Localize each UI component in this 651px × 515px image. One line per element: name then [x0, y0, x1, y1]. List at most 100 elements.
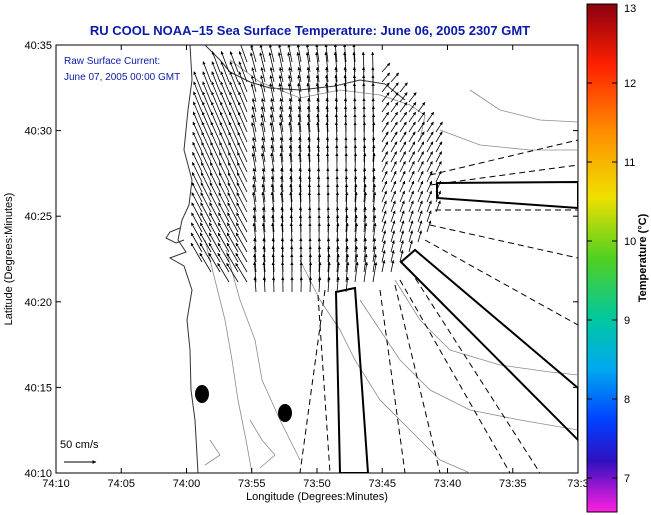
current-vector — [390, 230, 396, 243]
y-tick-label: 40:25 — [24, 211, 52, 223]
current-vector — [270, 136, 275, 153]
current-vector — [381, 121, 389, 133]
current-vector — [408, 141, 416, 153]
current-vector — [277, 52, 284, 73]
current-vector — [208, 242, 221, 263]
current-vector — [236, 162, 248, 183]
current-vector — [390, 141, 398, 153]
current-vector — [399, 200, 405, 213]
current-vector — [426, 210, 432, 223]
current-vector — [226, 262, 239, 283]
current-vector — [325, 97, 329, 113]
current-vector — [381, 259, 386, 273]
current-vector — [201, 121, 212, 143]
colorbar-tick-label: 13 — [624, 3, 636, 15]
current-vector — [297, 97, 302, 113]
current-vector — [390, 102, 399, 113]
current-vector — [199, 252, 212, 273]
current-vector — [219, 151, 230, 173]
y-tick-label: 40:20 — [24, 297, 52, 309]
current-vector — [210, 121, 221, 143]
current-vector — [381, 82, 390, 93]
current-vector — [211, 91, 221, 113]
current-vector — [288, 97, 293, 113]
current-vector — [191, 202, 203, 223]
current-vector — [271, 206, 275, 223]
current-vector — [237, 111, 248, 133]
current-vector — [381, 170, 388, 183]
current-vector — [279, 136, 284, 153]
current-vector — [227, 162, 239, 183]
current-vector — [251, 75, 257, 93]
current-vector — [191, 172, 203, 193]
current-vector — [211, 81, 221, 103]
plot-frame — [55, 44, 579, 474]
current-vector — [209, 202, 221, 223]
current-vector — [426, 141, 434, 153]
current-vector — [220, 91, 230, 113]
current-vector — [209, 172, 221, 193]
current-vector — [210, 141, 221, 163]
x-tick-label: 73:40 — [434, 478, 462, 490]
current-vector — [210, 131, 221, 153]
current-vector — [202, 91, 212, 113]
current-vector — [345, 237, 349, 253]
current-vector — [236, 192, 248, 213]
current-vector — [390, 111, 399, 123]
current-vector — [399, 161, 406, 173]
temperature-colorbar: 13 12 11 10 9 8 7 Temperature (°C) — [586, 3, 649, 513]
current-vector — [251, 98, 257, 113]
current-vector — [200, 212, 212, 233]
current-vector — [325, 66, 329, 83]
current-vector — [253, 237, 257, 253]
current-vector — [219, 111, 230, 133]
current-vector — [280, 206, 284, 223]
current-vector — [217, 242, 230, 263]
current-vector — [435, 121, 443, 133]
x-axis-label: Longitude (Degrees:Minutes) — [246, 491, 388, 503]
current-vector — [229, 61, 239, 83]
current-vector — [426, 190, 432, 203]
current-vector — [268, 52, 275, 73]
current-vector — [250, 83, 257, 103]
current-vector — [261, 167, 266, 183]
current-vector — [211, 51, 221, 73]
current-vector — [363, 206, 367, 223]
current-vector — [408, 190, 414, 203]
current-vector — [343, 66, 347, 83]
scale-label: 50 cm/s — [60, 439, 99, 451]
current-vector — [381, 210, 387, 223]
current-vector — [259, 83, 266, 103]
x-tick-label: 74:10 — [42, 478, 70, 490]
scale-vector: 50 cm/s — [60, 439, 99, 464]
current-vector — [381, 111, 390, 123]
current-vector — [381, 220, 387, 233]
x-tick-label: 73:55 — [238, 478, 266, 490]
figure-title: RU COOL NOAA–15 Sea Surface Temperature:… — [90, 23, 530, 38]
current-vector — [426, 200, 432, 213]
current-vector — [227, 182, 239, 203]
y-tick-label: 40:15 — [24, 382, 52, 394]
current-vector — [237, 131, 248, 153]
current-vector — [208, 252, 221, 273]
current-vector — [298, 136, 302, 153]
current-vector — [363, 261, 369, 283]
current-vector — [417, 190, 423, 203]
current-vector — [354, 237, 358, 253]
current-annotation-line1: Raw Surface Current: — [64, 56, 160, 67]
colorbar-tick-label: 10 — [624, 236, 636, 248]
current-vector — [191, 192, 203, 213]
current-vector — [236, 182, 248, 203]
colorbar-tick-label: 11 — [624, 157, 635, 169]
current-vector — [218, 172, 230, 193]
current-vector — [408, 230, 414, 243]
current-vector — [426, 170, 433, 183]
current-vector — [426, 180, 433, 193]
station-marker-1 — [195, 385, 209, 403]
current-vector — [227, 202, 239, 223]
current-vector — [435, 141, 443, 153]
current-vector — [381, 161, 388, 173]
current-vector — [381, 200, 387, 213]
current-vector — [202, 81, 212, 103]
current-vector — [426, 161, 433, 173]
